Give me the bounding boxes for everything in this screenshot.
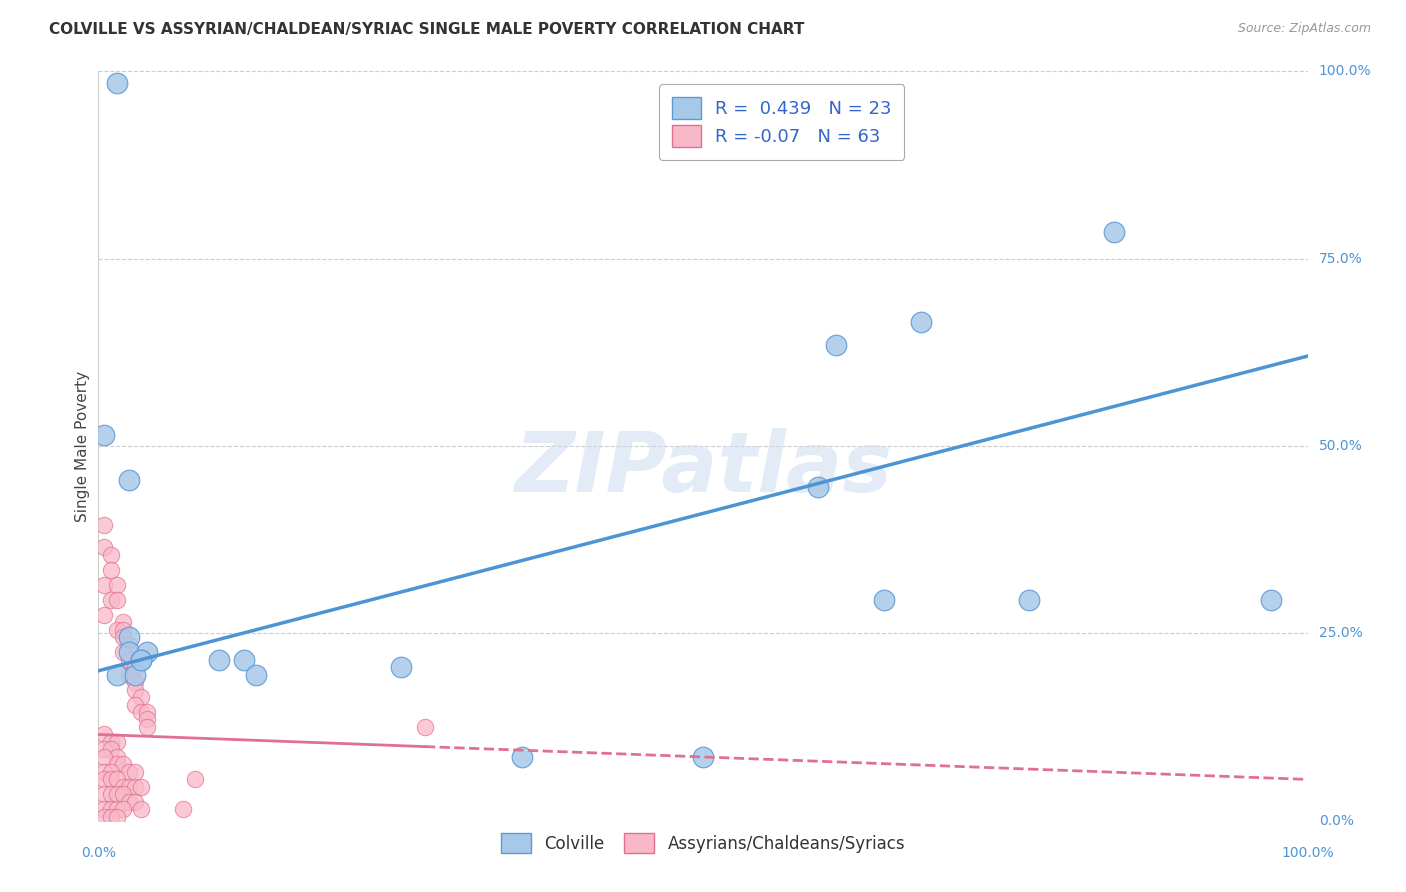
Point <box>100 788 122 802</box>
Point <box>184 772 207 787</box>
Point <box>111 645 134 659</box>
Point <box>118 473 141 487</box>
Point <box>413 720 436 734</box>
Text: 100.0%: 100.0% <box>1281 846 1334 860</box>
Text: ZIPatlas: ZIPatlas <box>515 428 891 509</box>
Point <box>100 772 122 787</box>
Point <box>93 742 115 756</box>
Point <box>93 788 115 802</box>
Point <box>105 750 128 764</box>
Point <box>1102 226 1125 240</box>
Point <box>93 764 115 779</box>
Point <box>105 757 128 772</box>
Point <box>825 338 848 352</box>
Point <box>105 667 128 681</box>
Point <box>135 705 157 719</box>
Text: 0.0%: 0.0% <box>82 846 115 860</box>
Text: Source: ZipAtlas.com: Source: ZipAtlas.com <box>1237 22 1371 36</box>
Point <box>111 630 134 644</box>
Text: 100.0%: 100.0% <box>1319 64 1371 78</box>
Point <box>389 660 412 674</box>
Point <box>100 563 122 577</box>
Point <box>105 592 128 607</box>
Point <box>105 788 128 802</box>
Point <box>118 780 141 794</box>
Point <box>100 742 122 756</box>
Point <box>129 652 152 666</box>
Point <box>118 638 141 652</box>
Point <box>100 802 122 816</box>
Point <box>105 577 128 591</box>
Point <box>111 780 134 794</box>
Point <box>93 750 115 764</box>
Point <box>105 76 128 90</box>
Point <box>118 645 141 659</box>
Point <box>100 810 122 824</box>
Point <box>873 592 896 607</box>
Point <box>135 713 157 727</box>
Point <box>124 698 146 712</box>
Point <box>124 660 146 674</box>
Point <box>93 810 115 824</box>
Text: 75.0%: 75.0% <box>1319 252 1362 266</box>
Point <box>135 720 157 734</box>
Point <box>135 645 157 659</box>
Point <box>111 802 134 816</box>
Point <box>124 667 146 681</box>
Point <box>93 727 115 741</box>
Point <box>807 480 830 494</box>
Y-axis label: Single Male Poverty: Single Male Poverty <box>75 370 90 522</box>
Point <box>93 607 115 622</box>
Point <box>172 802 194 816</box>
Point <box>124 764 146 779</box>
Point <box>129 802 152 816</box>
Point <box>129 652 152 666</box>
Point <box>111 623 134 637</box>
Text: COLVILLE VS ASSYRIAN/CHALDEAN/SYRIAC SINGLE MALE POVERTY CORRELATION CHART: COLVILLE VS ASSYRIAN/CHALDEAN/SYRIAC SIN… <box>49 22 804 37</box>
Point <box>124 780 146 794</box>
Point <box>111 757 134 772</box>
Point <box>118 764 141 779</box>
Point <box>111 788 134 802</box>
Point <box>124 682 146 697</box>
Text: 0.0%: 0.0% <box>1319 814 1354 828</box>
Point <box>100 592 122 607</box>
Point <box>100 548 122 562</box>
Point <box>510 750 533 764</box>
Point <box>111 615 134 629</box>
Point <box>208 652 231 666</box>
Point <box>118 795 141 809</box>
Point <box>105 810 128 824</box>
Point <box>93 517 115 532</box>
Point <box>93 427 115 442</box>
Point <box>118 667 141 681</box>
Point <box>245 667 267 681</box>
Point <box>124 795 146 809</box>
Point <box>105 735 128 749</box>
Point <box>93 577 115 591</box>
Point <box>93 540 115 554</box>
Point <box>692 750 714 764</box>
Point <box>129 780 152 794</box>
Point <box>105 802 128 816</box>
Point <box>124 675 146 690</box>
Text: 25.0%: 25.0% <box>1319 626 1362 640</box>
Point <box>1018 592 1040 607</box>
Point <box>118 652 141 666</box>
Point <box>1260 592 1282 607</box>
Point <box>100 735 122 749</box>
Text: 50.0%: 50.0% <box>1319 439 1362 453</box>
Point <box>129 690 152 704</box>
Point <box>118 630 141 644</box>
Point <box>105 772 128 787</box>
Legend: Colville, Assyrians/Chaldeans/Syriacs: Colville, Assyrians/Chaldeans/Syriacs <box>492 825 914 861</box>
Point <box>100 764 122 779</box>
Point <box>93 802 115 816</box>
Point <box>129 705 152 719</box>
Point <box>910 315 932 329</box>
Point <box>105 623 128 637</box>
Point <box>232 652 254 666</box>
Point <box>93 772 115 787</box>
